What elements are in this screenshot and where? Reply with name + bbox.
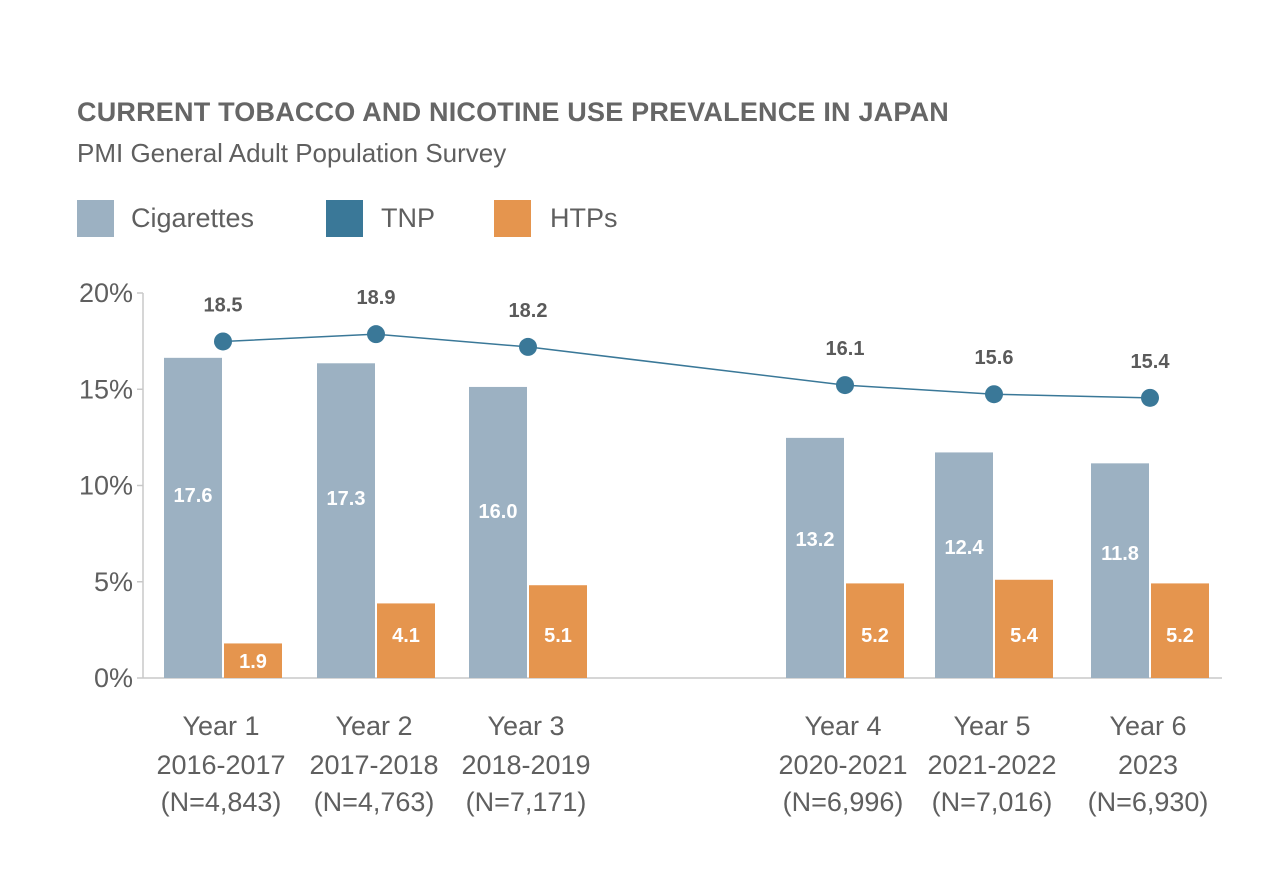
cigarettes-bar [164, 357, 222, 678]
tnp-line [222, 333, 1151, 399]
cigarettes-value-label: 13.2 [796, 529, 835, 551]
tnp-point [985, 385, 1003, 404]
legend-label-htps: HTPs [550, 203, 618, 233]
x-tick-label-year: Year 4 [804, 711, 881, 741]
cigarettes-bar [1091, 463, 1149, 678]
tnp-value-label: 18.9 [357, 287, 396, 309]
x-tick-label-n: (N=6,996) [783, 787, 904, 817]
tnp-point [214, 332, 232, 351]
htps-value-label: 5.1 [544, 625, 572, 647]
cigarettes-value-label: 11.8 [1101, 543, 1139, 565]
htps-bar [224, 643, 282, 678]
y-tick-label: 0% [94, 663, 133, 693]
htps-value-label: 5.4 [1010, 625, 1039, 647]
tnp-point [367, 325, 385, 344]
x-tick-label-year: Year 2 [335, 711, 412, 741]
y-tick-label: 20% [79, 278, 133, 308]
tnp-value-label: 16.1 [826, 338, 865, 360]
x-tick-label-period: 2021-2022 [927, 750, 1056, 780]
cigarettes-value-label: 17.3 [327, 488, 366, 510]
x-tick-label-year: Year 6 [1109, 711, 1186, 741]
htps-value-label: 4.1 [392, 625, 420, 647]
tnp-value-label: 15.6 [975, 347, 1014, 369]
x-tick-label-n: (N=7,171) [466, 787, 587, 817]
x-tick-label-year: Year 3 [487, 711, 564, 741]
tnp-value-label: 18.5 [204, 294, 243, 316]
x-tick-label-period: 2023 [1118, 750, 1178, 780]
cigarettes-value-label: 16.0 [479, 501, 518, 523]
x-tick-label-n: (N=4,763) [314, 787, 435, 817]
htps-value-label: 1.9 [239, 651, 267, 673]
cigarettes-bar [469, 386, 527, 678]
cigarettes-bar [786, 437, 844, 678]
cigarettes-value-label: 12.4 [945, 537, 985, 559]
y-tick-label: 10% [79, 471, 133, 501]
htps-value-label: 5.2 [1166, 625, 1194, 647]
tnp-value-label: 15.4 [1131, 351, 1171, 373]
legend-swatch-tnp [326, 200, 363, 237]
legend-label-cigarettes: Cigarettes [131, 203, 255, 233]
legend-swatch-htps [494, 200, 531, 237]
y-tick-label: 15% [79, 374, 133, 404]
htps-bar [529, 585, 587, 678]
chart-title: CURRENT TOBACCO AND NICOTINE USE PREVALE… [77, 97, 949, 127]
x-tick-label-year: Year 1 [182, 711, 259, 741]
htps-bar [995, 579, 1053, 678]
chart-subtitle: PMI General Adult Population Survey [77, 138, 507, 168]
tnp-point [519, 337, 537, 356]
tnp-value-label: 18.2 [509, 300, 548, 322]
x-tick-label-n: (N=4,843) [161, 787, 282, 817]
htps-value-label: 5.2 [861, 625, 889, 647]
tnp-point [1141, 388, 1159, 407]
cigarettes-value-label: 17.6 [174, 485, 213, 507]
y-tick-label: 5% [94, 567, 133, 597]
legend-label-tnp: TNP [381, 203, 435, 233]
x-tick-label-n: (N=7,016) [932, 787, 1053, 817]
x-tick-label-period: 2020-2021 [778, 750, 907, 780]
x-tick-label-year: Year 5 [953, 711, 1030, 741]
x-tick-label-period: 2016-2017 [156, 750, 285, 780]
x-tick-label-period: 2018-2019 [461, 750, 590, 780]
cigarettes-bar [935, 452, 993, 678]
htps-bar [1151, 583, 1209, 678]
x-tick-label-period: 2017-2018 [309, 750, 438, 780]
x-tick-label-n: (N=6,930) [1088, 787, 1209, 817]
cigarettes-bar [317, 363, 375, 678]
htps-bar [377, 603, 435, 678]
legend-swatch-cigarettes [77, 200, 114, 237]
htps-bar [846, 583, 904, 678]
tnp-point [836, 376, 854, 395]
